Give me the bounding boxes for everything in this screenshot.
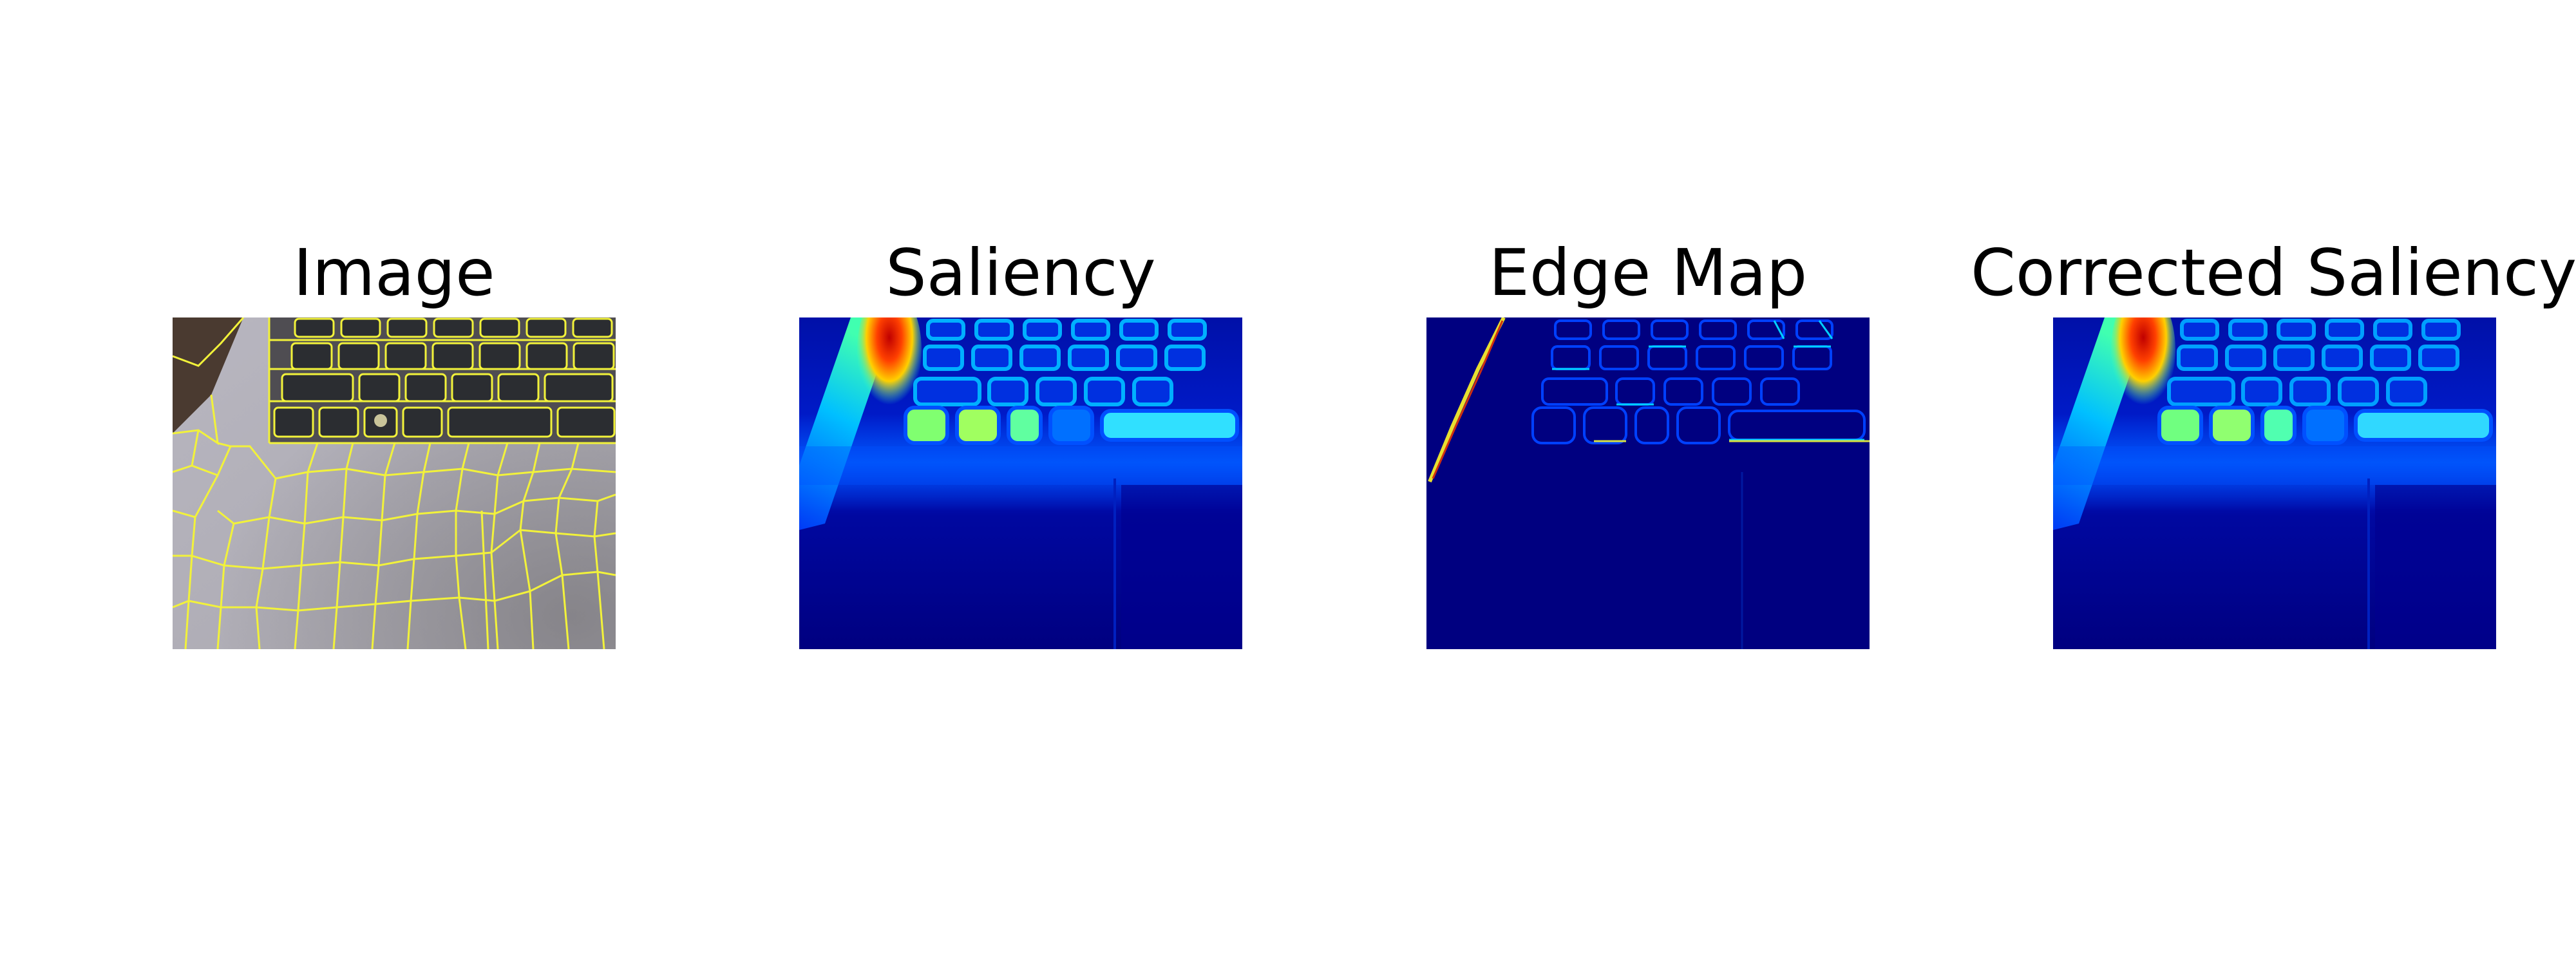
panel-title-image: Image bbox=[293, 235, 495, 310]
image-panel bbox=[173, 317, 616, 649]
panel-title-edge-map: Edge Map bbox=[1488, 235, 1808, 310]
panel-title-saliency: Saliency bbox=[886, 235, 1156, 310]
corrected-saliency-panel bbox=[2053, 317, 2496, 649]
edge-map-panel bbox=[1426, 317, 1870, 649]
saliency-panel bbox=[799, 317, 1242, 649]
edge-map-heatmap bbox=[1426, 317, 1870, 649]
panel-title-corrected-saliency: Corrected Saliency bbox=[1971, 235, 2576, 310]
saliency-heatmap bbox=[799, 317, 1242, 649]
keyboard-photo-superpixels bbox=[173, 317, 616, 649]
corrected-saliency-heatmap bbox=[2053, 317, 2496, 649]
